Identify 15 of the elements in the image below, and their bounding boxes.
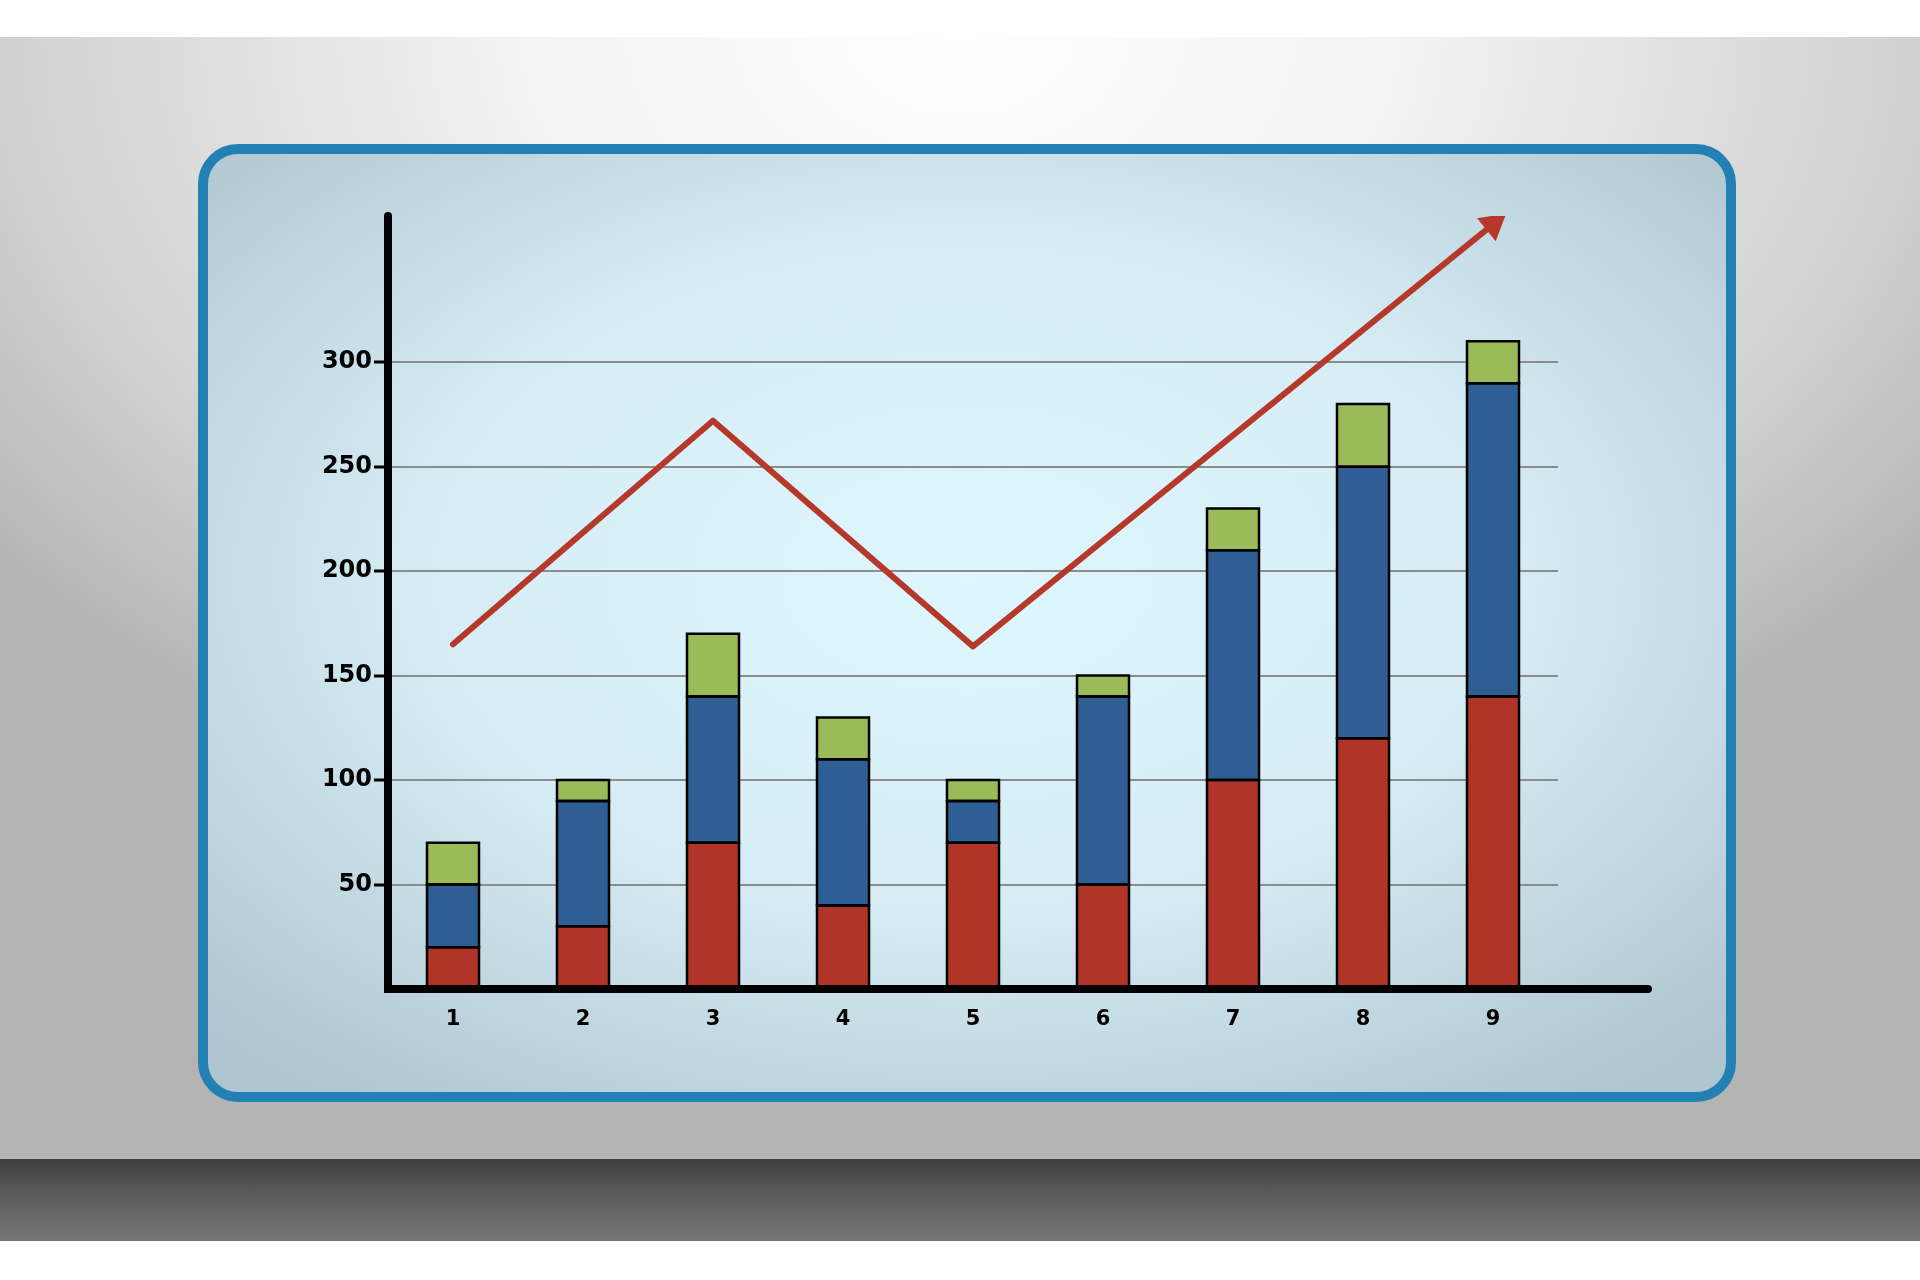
y-tick-label: 300 (321, 346, 372, 375)
x-tick-label: 3 (705, 1006, 721, 1031)
x-tick-label: 5 (965, 1006, 981, 1031)
x-tick-label: 6 (1095, 1006, 1111, 1031)
y-tick-label: 250 (321, 450, 372, 479)
x-tick-label: 7 (1225, 1006, 1241, 1031)
x-tick-label: 4 (835, 1006, 851, 1031)
y-tick-label: 200 (321, 555, 372, 584)
x-tick-label: 1 (445, 1006, 461, 1031)
y-tick-label: 150 (321, 659, 372, 688)
x-tick-label: 8 (1355, 1006, 1371, 1031)
y-tick-label: 50 (338, 868, 372, 897)
x-tick-label: 9 (1485, 1006, 1501, 1031)
y-tick-label: 100 (321, 764, 372, 793)
x-tick-label: 2 (575, 1006, 591, 1031)
